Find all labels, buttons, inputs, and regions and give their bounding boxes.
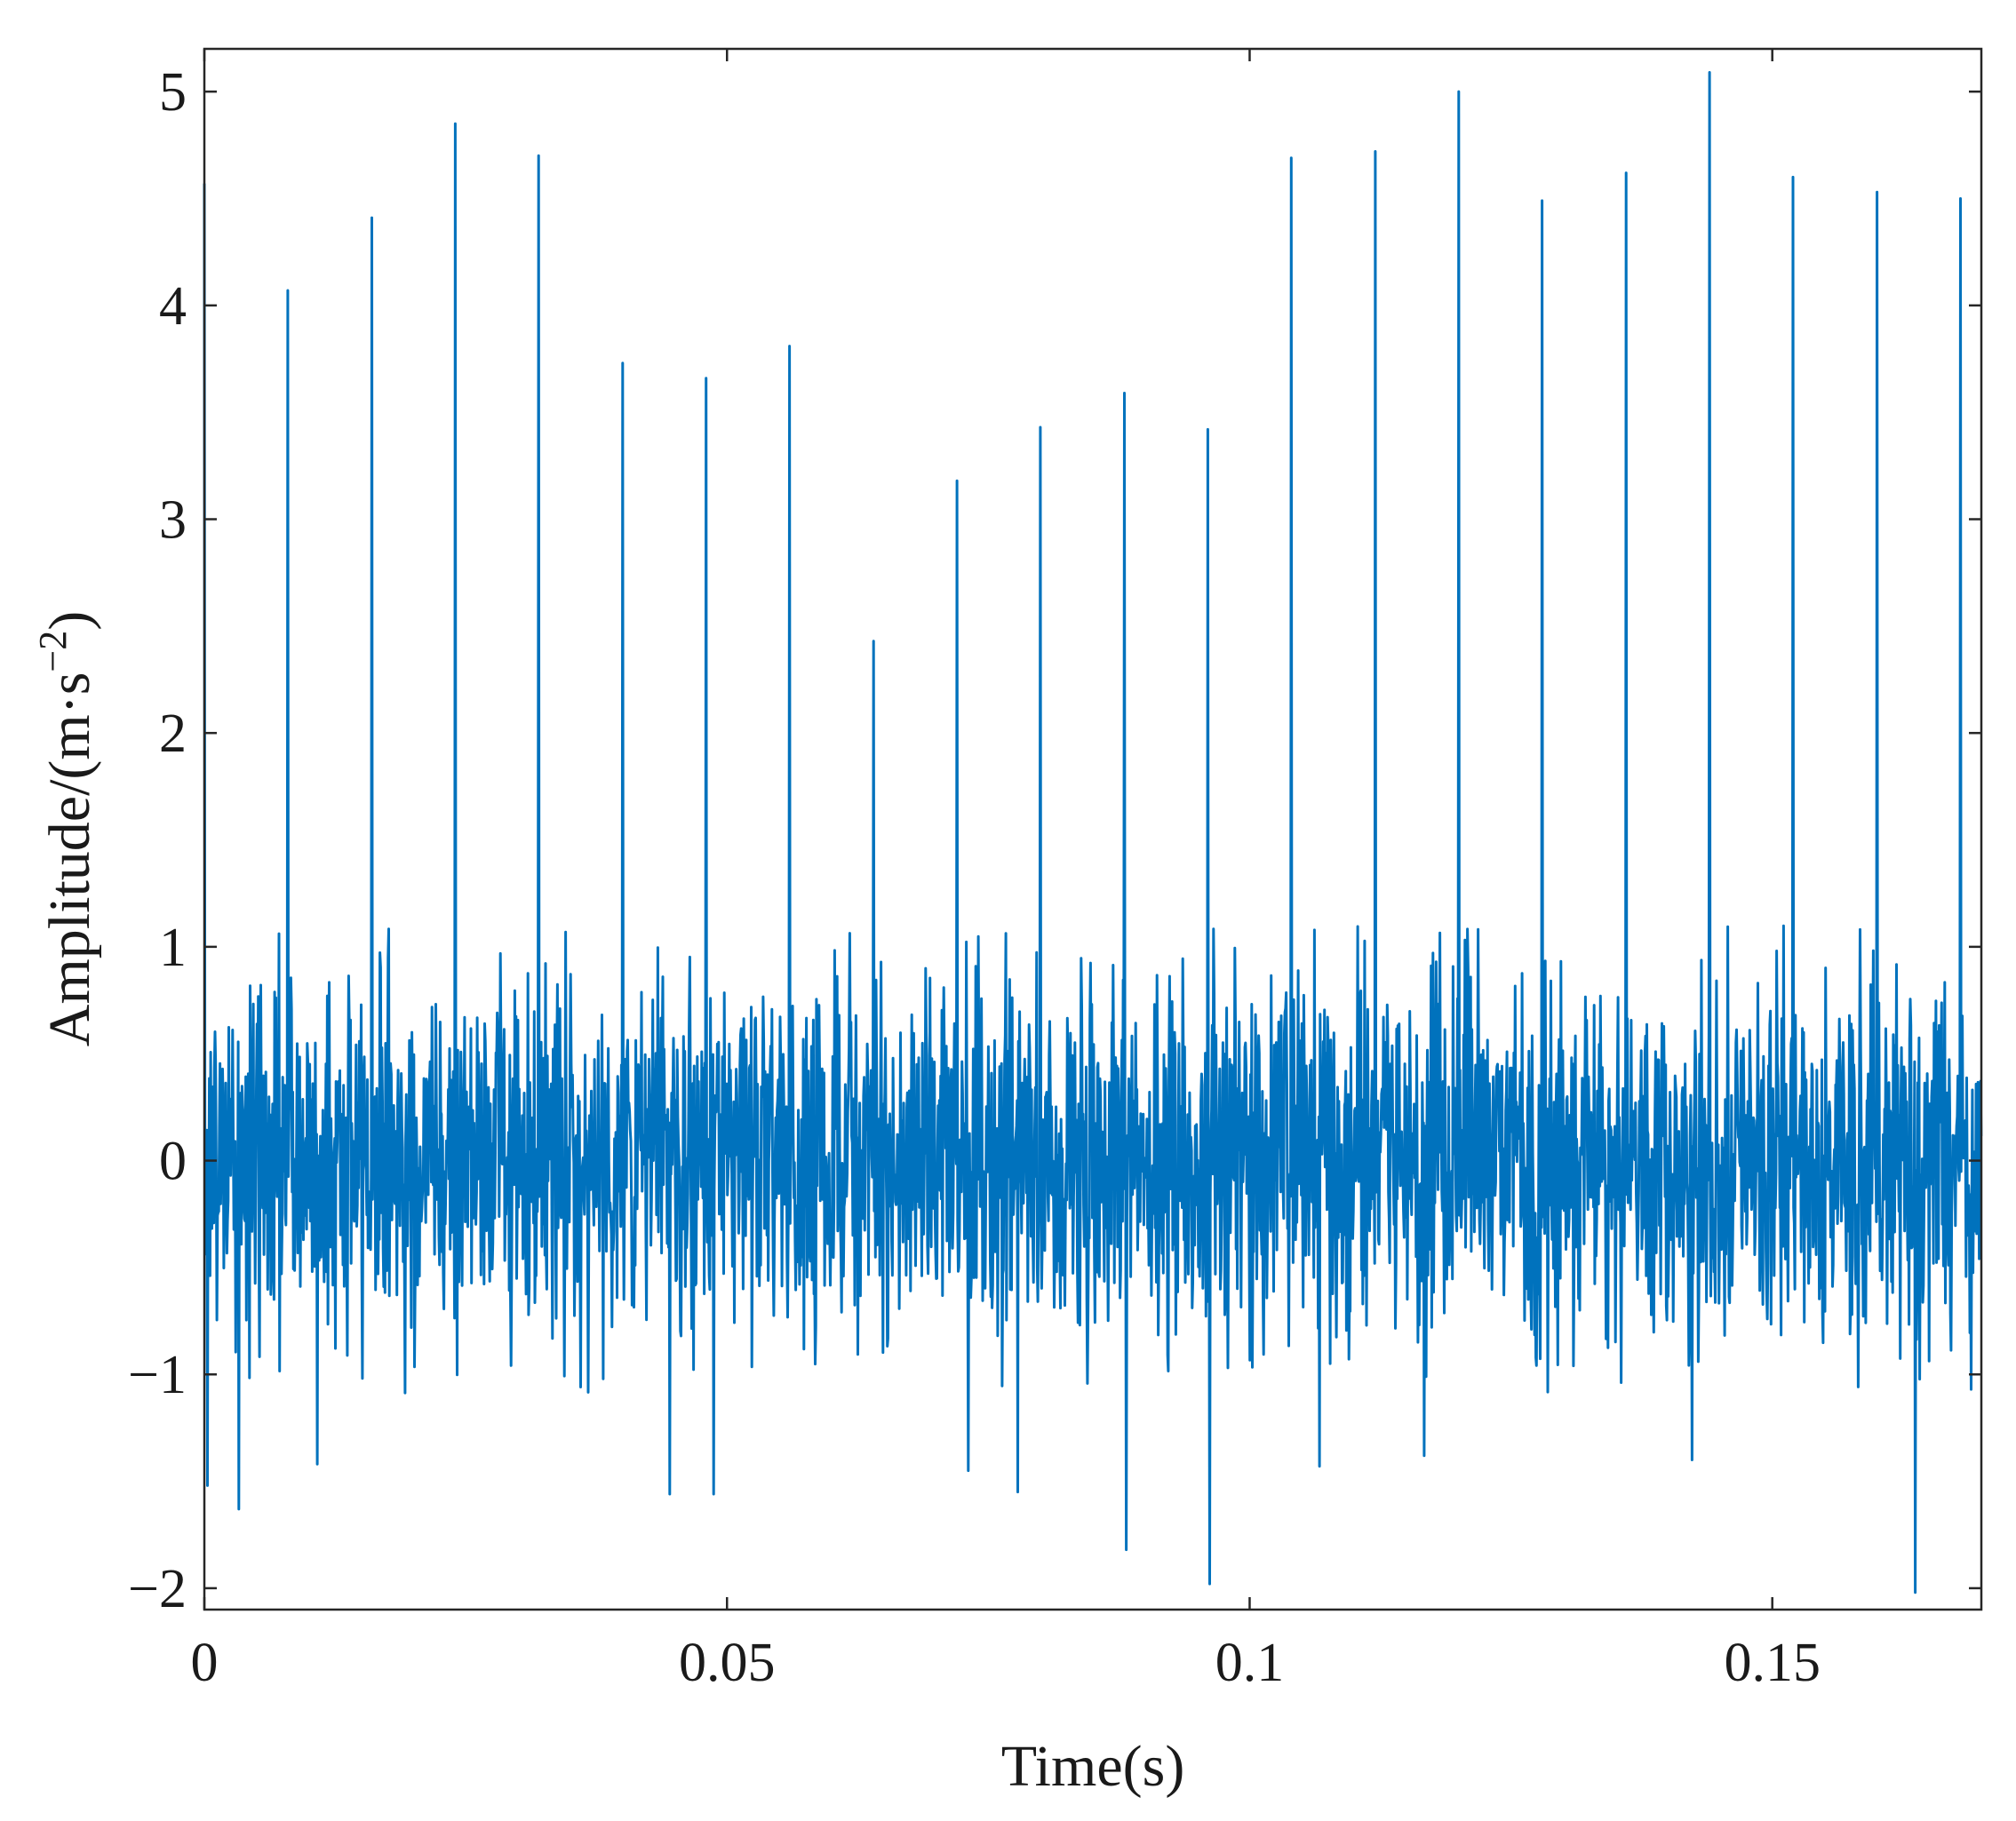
x-tick-label: 0.15 [1724,1633,1821,1693]
ticks-layer [203,49,1981,1610]
y-tick-label: 2 [159,704,187,764]
axes-frame [203,47,1983,1611]
y-tick-label: −1 [128,1345,187,1405]
y-axis-title-main: Amplitude/(m·s [37,672,102,1047]
y-tick-label: 5 [159,62,187,123]
x-axis-title: Time(s) [1001,1734,1185,1799]
y-axis-title: Amplitude/(m·s−2) [31,611,102,1046]
y-tick-label: 1 [159,918,187,978]
x-tick-label: 0 [191,1633,219,1693]
labels-layer: 0 0.05 0.1 0.15 −2 −1 0 1 2 3 4 5 [128,62,1821,1693]
y-tick-label: −2 [128,1559,187,1619]
y-axis-title-close: ) [37,611,102,631]
x-tick-label: 0.1 [1215,1633,1285,1693]
y-tick-label: 4 [159,276,187,337]
x-tick-label: 0.05 [679,1633,776,1693]
y-tick-label: 3 [159,490,187,551]
y-axis-title-superscript: −2 [31,631,75,672]
y-tick-label: 0 [159,1132,187,1192]
series-layer [203,71,1983,1594]
series-line [203,71,1983,1594]
